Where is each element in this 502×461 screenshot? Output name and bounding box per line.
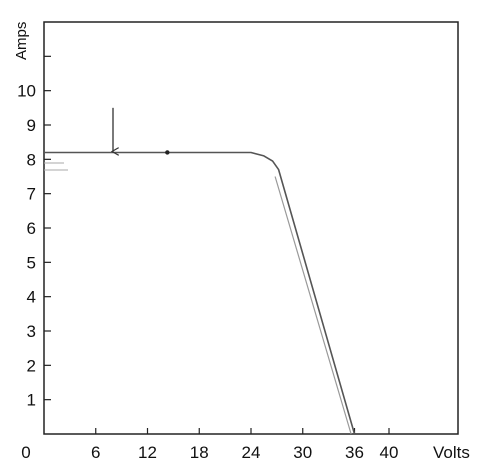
annotation-marker — [165, 150, 170, 155]
x-tick-label: 18 — [190, 443, 209, 461]
series-line-1 — [44, 151, 356, 435]
y-axis-title: Amps — [13, 22, 30, 60]
y-tick-label: 4 — [27, 288, 36, 307]
x-tick-label: 24 — [242, 443, 261, 461]
y-tick-label: 8 — [27, 150, 36, 169]
series-line-2 — [274, 176, 352, 435]
y-tick-label: 5 — [27, 253, 36, 272]
x-tick-label: 12 — [138, 443, 157, 461]
y-tick-label: 10 — [17, 82, 36, 101]
y-tick-label: 6 — [27, 219, 36, 238]
y-tick-label: 1 — [27, 391, 36, 410]
x-axis-title: Volts — [433, 443, 470, 461]
y-tick-label: 7 — [27, 185, 36, 204]
x-tick-label: 6 — [91, 443, 100, 461]
y-tick-group: 1 2 3 4 5 6 7 8 9 10 — [17, 55, 51, 410]
series-group — [44, 151, 356, 435]
y-tick-label: 9 — [27, 116, 36, 135]
origin-label: 0 — [21, 443, 30, 461]
x-tick-label: 40 — [380, 443, 399, 461]
annotation-group — [113, 107, 170, 155]
plot-frame — [43, 21, 459, 435]
y-tick-label: 3 — [27, 322, 36, 341]
x-tick-label: 30 — [293, 443, 312, 461]
x-tick-group: 6 12 18 24 30 36 40 — [91, 428, 398, 461]
x-tick-label: 36 — [345, 443, 364, 461]
y-tick-label: 2 — [27, 356, 36, 375]
